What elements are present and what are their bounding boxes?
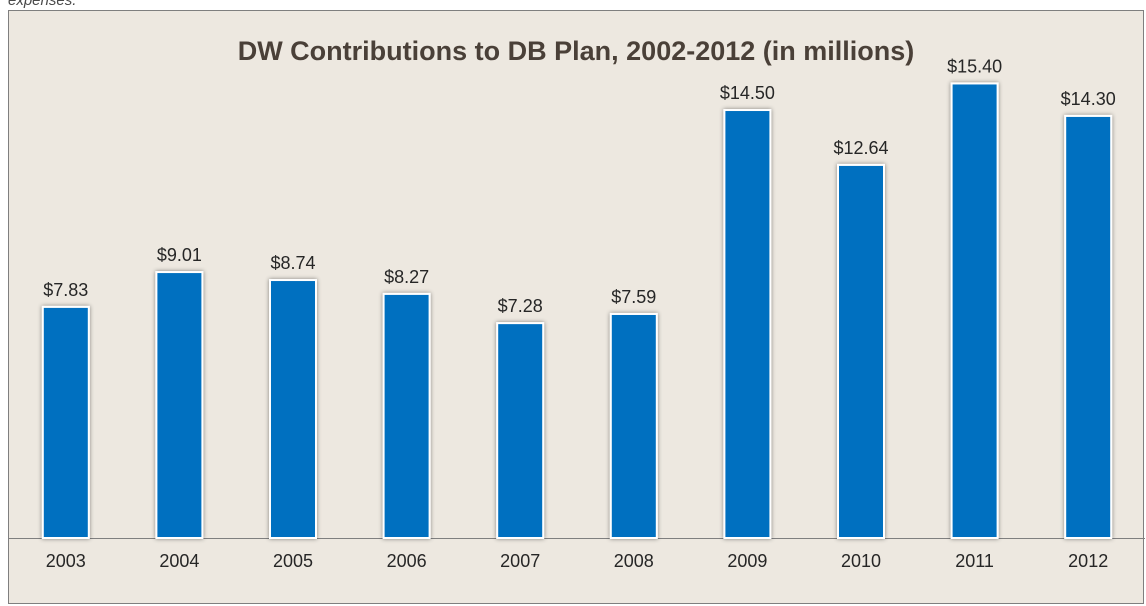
x-tick-label-2010: 2010 xyxy=(841,551,881,571)
value-label-2007: $7.28 xyxy=(498,296,543,316)
x-tick-label-2012: 2012 xyxy=(1068,551,1108,571)
bar-2005 xyxy=(269,279,317,539)
bar-2012 xyxy=(1064,114,1113,540)
x-tick-label-2004: 2004 xyxy=(159,551,199,571)
x-tick-label-2005: 2005 xyxy=(273,551,313,571)
bar-2010 xyxy=(837,163,885,539)
value-label-2009: $14.50 xyxy=(720,83,775,103)
value-label-2006: $8.27 xyxy=(384,267,429,287)
value-label-2011: $15.40 xyxy=(947,56,1002,76)
bar-2008 xyxy=(609,312,658,540)
bar-2006 xyxy=(382,292,431,539)
value-label-2008: $7.59 xyxy=(611,287,656,307)
x-tick-label-2009: 2009 xyxy=(727,551,767,571)
bar-2011 xyxy=(950,82,999,539)
bar-chart: $7.83 2003 $9.01 2004 $8.74 2005 $8.27 2006 $7.2… xyxy=(9,56,1145,571)
value-label-2004: $9.01 xyxy=(157,245,202,265)
chart-title: DW Contributions to DB Plan, 2002-2012 (… xyxy=(237,36,915,66)
caption-text: expenses. xyxy=(8,0,77,9)
x-tick-label-2008: 2008 xyxy=(614,551,654,571)
value-label-2010: $12.64 xyxy=(833,138,888,158)
bar-2007 xyxy=(496,322,545,539)
bar-2004 xyxy=(155,271,204,539)
x-tick-label-2011: 2011 xyxy=(955,551,994,571)
x-tick-label-2003: 2003 xyxy=(46,551,86,571)
chart-panel: DW Contributions to DB Plan, 2002-2012 (… xyxy=(8,10,1145,604)
bar-2009 xyxy=(723,109,772,539)
bar-2003 xyxy=(41,305,90,539)
value-label-2005: $8.74 xyxy=(270,253,315,273)
value-label-2012: $14.30 xyxy=(1061,89,1116,109)
x-tick-label-2006: 2006 xyxy=(387,551,427,571)
value-label-2003: $7.83 xyxy=(43,280,88,300)
x-tick-label-2007: 2007 xyxy=(500,551,540,571)
